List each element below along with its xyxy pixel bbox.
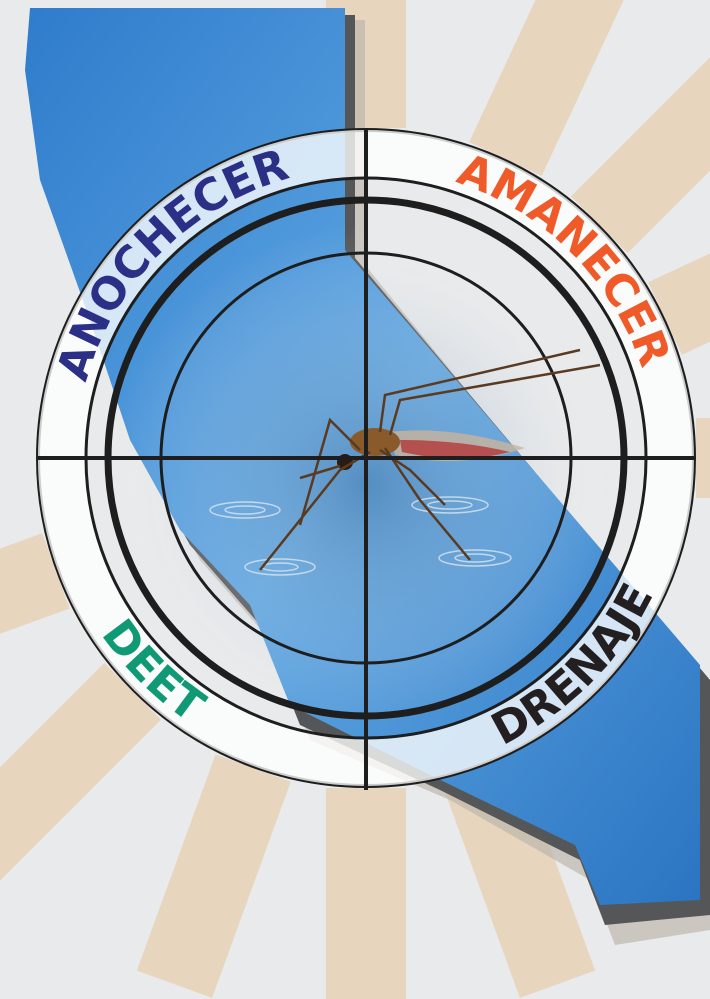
poster: ANOCHECER AMANECER DEET DRENAJE [0, 0, 710, 999]
page: ANOCHECER AMANECER DEET DRENAJE (() => {… [0, 0, 710, 999]
